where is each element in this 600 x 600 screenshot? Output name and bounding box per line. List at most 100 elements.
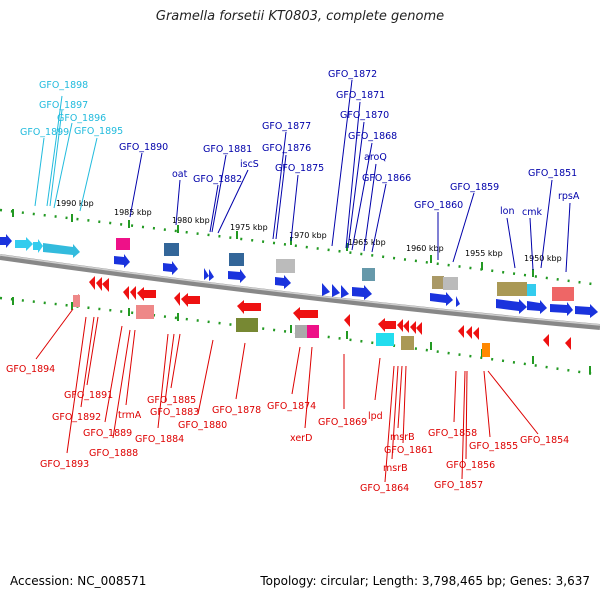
gene-label: iscS bbox=[240, 159, 259, 170]
gene-arrow bbox=[352, 285, 372, 300]
genome-summary-text: Topology: circular; Length: 3,798,465 bp… bbox=[260, 574, 590, 588]
gene-label: GFO_1882 bbox=[193, 174, 242, 185]
gene-arrow bbox=[275, 275, 291, 289]
gene-label: GFO_1860 bbox=[414, 200, 463, 211]
gene-label: xerD bbox=[290, 433, 312, 444]
gene-arrow bbox=[163, 261, 178, 275]
gene-arrow bbox=[102, 278, 109, 292]
gene-label: GFO_1891 bbox=[64, 390, 113, 401]
gene-arrow bbox=[89, 276, 95, 290]
map-title: Gramella forsetii KT0803, complete genom… bbox=[155, 9, 445, 24]
gene-arrow bbox=[123, 286, 129, 300]
gene-arrow bbox=[473, 327, 479, 340]
gene-label: GFO_1872 bbox=[328, 69, 377, 80]
reverse-leaders bbox=[35, 308, 539, 483]
gene-arrow bbox=[344, 314, 350, 327]
feature-box bbox=[497, 282, 527, 296]
gene-arrow bbox=[341, 285, 349, 298]
gene-arrow bbox=[458, 325, 464, 338]
gene-arrow bbox=[397, 319, 403, 332]
scale-label: 1980 kbp bbox=[172, 216, 210, 225]
feature-box bbox=[482, 343, 490, 357]
gene-label: GFO_1870 bbox=[340, 110, 389, 121]
gene-label: GFO_1866 bbox=[362, 173, 411, 184]
gene-arrow bbox=[403, 320, 409, 333]
gene-label: GFO_1884 bbox=[135, 434, 184, 445]
feature-box bbox=[229, 253, 244, 266]
gene-arrow bbox=[456, 296, 460, 307]
gene-arrow bbox=[322, 283, 330, 296]
gene-arrow bbox=[174, 292, 180, 306]
feature-box bbox=[432, 276, 444, 289]
gene-label: GFO_1877 bbox=[262, 121, 311, 132]
gene-arrow bbox=[378, 318, 396, 332]
gene-label: GFO_1889 bbox=[83, 428, 132, 439]
gene-arrow bbox=[137, 287, 156, 301]
scale-labels: 1990 kbp 1985 kbp 1980 kbp 1975 kbp 1970… bbox=[56, 199, 562, 263]
forward-leaders bbox=[34, 79, 571, 273]
reverse-genes bbox=[73, 276, 571, 350]
scale-label: 1985 kbp bbox=[114, 208, 152, 217]
gene-label: msrB bbox=[383, 463, 408, 474]
gene-arrow bbox=[527, 300, 547, 314]
gene-label: GFO_1883 bbox=[150, 407, 199, 418]
gene-arrow bbox=[416, 322, 422, 335]
scale-label: 1950 kbp bbox=[524, 254, 562, 263]
feature-box bbox=[164, 243, 179, 256]
feature-box bbox=[236, 318, 258, 332]
gene-label: GFO_1859 bbox=[450, 182, 499, 193]
gene-arrow bbox=[0, 234, 12, 248]
gene-label: lon bbox=[500, 206, 514, 217]
gene-label: GFO_1869 bbox=[318, 417, 367, 428]
gene-label: GFO_1895 bbox=[74, 126, 123, 137]
gene-arrow bbox=[410, 321, 416, 334]
scale-label: 1955 kbp bbox=[465, 249, 503, 258]
gene-label: GFO_1899 bbox=[20, 127, 69, 138]
gene-label: GFO_1874 bbox=[267, 401, 316, 412]
gene-arrow bbox=[565, 337, 571, 350]
feature-box bbox=[136, 305, 154, 319]
feature-box bbox=[362, 268, 375, 281]
gene-label: cmk bbox=[522, 207, 542, 218]
feature-box bbox=[307, 325, 319, 338]
accession-text: Accession: NC_008571 bbox=[10, 574, 147, 588]
forward-genes bbox=[0, 234, 598, 318]
gene-arrow bbox=[332, 284, 340, 297]
gene-arrow bbox=[130, 286, 136, 300]
gene-label: GFO_1897 bbox=[39, 100, 88, 111]
gene-label: GFO_1861 bbox=[384, 445, 433, 456]
gene-arrow bbox=[15, 237, 33, 251]
feature-box bbox=[443, 277, 458, 290]
gene-arrow bbox=[466, 326, 472, 339]
gene-arrow bbox=[550, 302, 573, 316]
gene-label: msrB bbox=[390, 432, 415, 443]
scale-label: 1970 kbp bbox=[289, 231, 327, 240]
gene-label: trmA bbox=[118, 410, 142, 421]
gene-label: GFO_1856 bbox=[446, 460, 495, 471]
gene-label: GFO_1892 bbox=[52, 412, 101, 423]
gene-arrow bbox=[293, 307, 318, 321]
gene-arrow bbox=[430, 292, 453, 306]
scale-label: 1960 kbp bbox=[406, 244, 444, 253]
genome-backbone-highlight bbox=[0, 254, 600, 326]
gene-label: GFO_1868 bbox=[348, 131, 397, 142]
feature-box bbox=[401, 336, 414, 350]
gene-arrow bbox=[237, 300, 261, 314]
gene-label: GFO_1875 bbox=[275, 163, 324, 174]
gene-arrow bbox=[575, 304, 598, 318]
gene-label: oat bbox=[172, 169, 188, 180]
gene-arrow bbox=[181, 293, 200, 307]
feature-box bbox=[295, 325, 307, 338]
gene-label: GFO_1894 bbox=[6, 364, 55, 375]
gene-label: GFO_1893 bbox=[40, 459, 89, 470]
gene-label: GFO_1851 bbox=[528, 168, 577, 179]
scale-label: 1990 kbp bbox=[56, 199, 94, 208]
scale-label: 1965 kbp bbox=[348, 238, 386, 247]
gene-arrow bbox=[209, 269, 214, 281]
gene-label: lpd bbox=[368, 411, 383, 422]
gene-arrow bbox=[204, 268, 209, 280]
forward-features bbox=[116, 238, 574, 301]
gene-arrow bbox=[228, 269, 246, 283]
scale-label: 1975 kbp bbox=[230, 223, 268, 232]
